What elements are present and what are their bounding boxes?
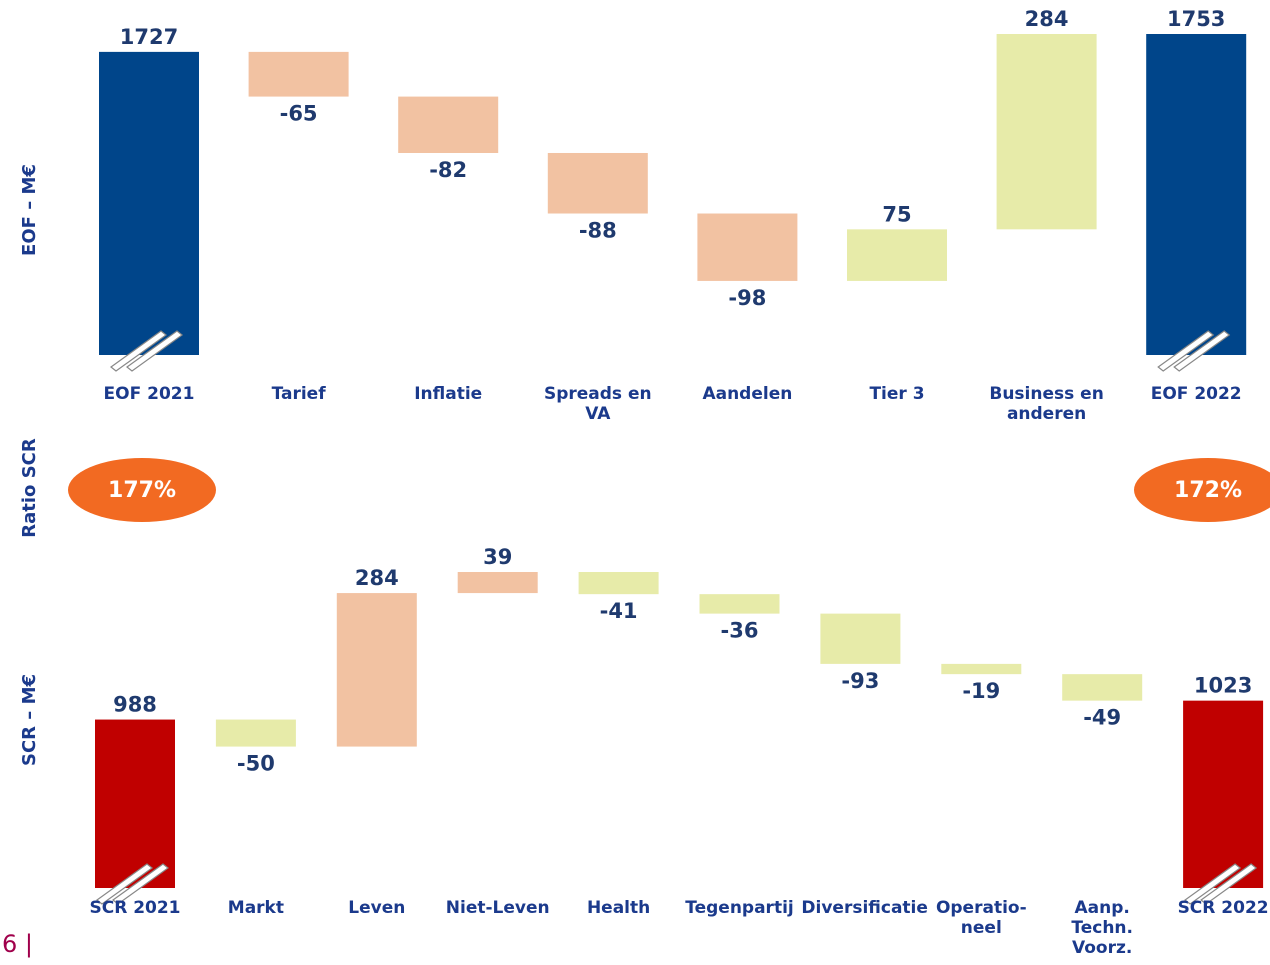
bar xyxy=(457,572,538,594)
x-tick-label: Tarief xyxy=(271,384,326,404)
x-tick-label: Markt xyxy=(227,898,284,918)
value-label: 284 xyxy=(355,566,399,590)
value-label: -82 xyxy=(429,158,467,182)
axis-break xyxy=(96,863,153,905)
axis-break xyxy=(1200,863,1258,905)
x-tick-label: EOF 2022 xyxy=(1150,384,1242,404)
value-label: 1753 xyxy=(1167,7,1225,31)
bar xyxy=(847,229,947,281)
axis-break xyxy=(112,863,169,905)
x-tick-label: Diversificatie xyxy=(801,898,928,918)
x-tick-label: Niet-Leven xyxy=(445,898,550,918)
axis-break xyxy=(1184,863,1242,905)
x-tick-label: Business en anderen xyxy=(989,384,1104,424)
value-label: -88 xyxy=(579,219,617,243)
bar xyxy=(578,572,659,595)
value-label: -98 xyxy=(728,286,766,310)
x-tick-label: Tegenpartij xyxy=(685,898,794,918)
x-tick-label: Aanp. Techn. Voorz. xyxy=(1071,898,1133,958)
value-label: -36 xyxy=(721,619,759,643)
value-label: -41 xyxy=(600,599,638,623)
bar xyxy=(1146,34,1247,355)
value-label: 39 xyxy=(483,545,512,569)
value-label: 75 xyxy=(882,202,911,226)
x-tick-label: SCR 2021 xyxy=(89,898,181,918)
axis-break xyxy=(126,330,183,372)
value-label: -93 xyxy=(841,669,879,693)
bar xyxy=(215,719,296,747)
ratio-oval xyxy=(68,458,216,522)
bar xyxy=(699,594,780,614)
bar xyxy=(1062,674,1143,701)
x-tick-label: Aandelen xyxy=(702,384,793,404)
x-tick-label: Operatio-neel xyxy=(935,898,1027,938)
bar xyxy=(941,663,1022,675)
bar xyxy=(248,51,349,97)
value-label: 1727 xyxy=(120,25,178,49)
x-tick-label: EOF 2021 xyxy=(103,384,195,404)
value-label: -19 xyxy=(962,679,1000,703)
bar xyxy=(99,51,199,356)
axis-break xyxy=(1157,330,1215,372)
value-label: -49 xyxy=(1083,706,1121,730)
axis-break xyxy=(1173,330,1231,372)
bar xyxy=(336,593,417,747)
ratio-value: 172% xyxy=(1174,478,1242,503)
bar xyxy=(1183,700,1264,888)
x-tick-label: Spreads en VA xyxy=(543,384,652,424)
x-tick-label: Health xyxy=(586,898,651,918)
bar xyxy=(996,34,1097,230)
bar xyxy=(697,213,798,281)
ratio-label: Ratio SCR xyxy=(19,438,40,538)
bar xyxy=(820,613,901,664)
x-tick-label: Inflatie xyxy=(414,384,483,404)
value-label: -50 xyxy=(237,752,275,776)
ratio-value: 177% xyxy=(108,478,176,503)
x-tick-label: Leven xyxy=(348,898,406,918)
bar xyxy=(547,152,648,214)
axis-label: SCR – M€ xyxy=(19,674,40,766)
value-label: -65 xyxy=(280,102,318,126)
x-tick-label: SCR 2022 xyxy=(1177,898,1269,918)
value-label: 284 xyxy=(1025,7,1069,31)
value-label: 988 xyxy=(113,693,157,717)
page-number: 6 | xyxy=(2,930,33,958)
bar xyxy=(95,719,175,888)
axis-break xyxy=(110,330,167,372)
value-label: 1023 xyxy=(1194,674,1252,698)
bar xyxy=(398,96,499,153)
axis-label: EOF – M€ xyxy=(19,164,40,256)
x-tick-label: Tier 3 xyxy=(869,384,925,404)
ratio-oval xyxy=(1134,458,1270,522)
